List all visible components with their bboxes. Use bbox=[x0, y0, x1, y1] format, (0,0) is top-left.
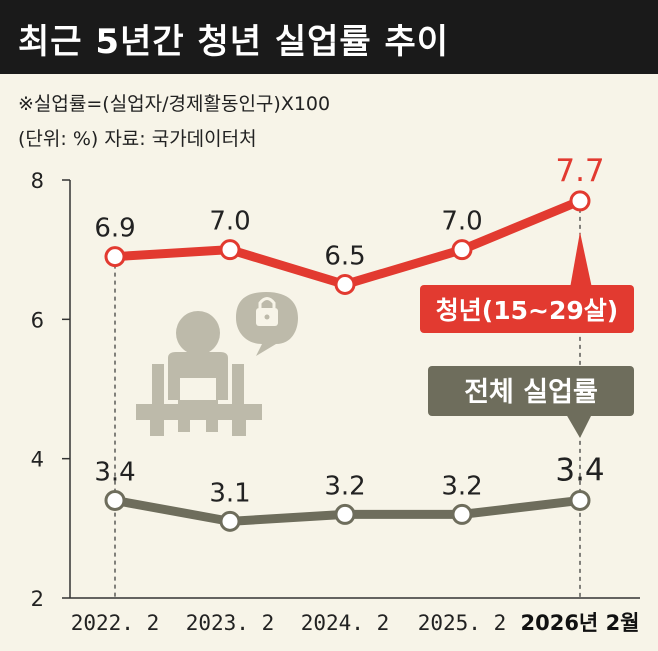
youth-value-label: 6.9 bbox=[94, 214, 135, 244]
youth-value-label: 7.7 bbox=[555, 153, 604, 189]
total-data-point bbox=[334, 503, 356, 525]
total-value-label: 3.4 bbox=[555, 452, 604, 488]
y-tick-label: 8 bbox=[31, 169, 44, 193]
youth-value-label: 7.0 bbox=[441, 207, 482, 237]
chart-title: 최근 5년간 청년 실업률 추이 bbox=[18, 22, 450, 62]
y-tick-label: 4 bbox=[31, 448, 44, 472]
total-value-label: 3.4 bbox=[94, 457, 135, 487]
unit-source-note: (단위: %) 자료: 국가데이터처 bbox=[18, 128, 257, 150]
youth-legend-label: 청년(15~29살) bbox=[436, 296, 618, 325]
total-callout-pointer bbox=[566, 414, 592, 438]
total-data-point bbox=[451, 503, 473, 525]
y-tick-label: 6 bbox=[31, 308, 44, 332]
total-data-point bbox=[569, 489, 591, 511]
person-sitting-icon bbox=[136, 311, 262, 436]
youth-callout-pointer bbox=[570, 232, 592, 288]
x-tick-label: 2024. 2 bbox=[301, 611, 390, 635]
total-value-label: 3.2 bbox=[441, 471, 482, 501]
total-data-point bbox=[219, 510, 241, 532]
x-tick-label: 2023. 2 bbox=[186, 611, 275, 635]
total-legend-box bbox=[428, 366, 634, 416]
x-tick-label: 2022. 2 bbox=[71, 611, 160, 635]
youth-data-point bbox=[104, 246, 126, 268]
total-legend-label: 전체 실업률 bbox=[464, 377, 598, 408]
total-data-point bbox=[104, 489, 126, 511]
youth-value-label: 7.0 bbox=[209, 207, 250, 237]
youth-data-point bbox=[219, 239, 241, 261]
formula-note: ※실업률=(실업자/경제활동인구)X100 bbox=[18, 93, 331, 115]
youth-data-point bbox=[334, 274, 356, 295]
speech-bubble-lock-icon bbox=[236, 292, 298, 356]
x-tick-label: 2026년 2월 bbox=[520, 611, 639, 635]
youth-data-point bbox=[451, 239, 473, 261]
youth-legend-callout: 청년(15~29살) bbox=[420, 232, 634, 333]
total-value-label: 3.1 bbox=[209, 478, 250, 508]
y-tick-label: 2 bbox=[31, 587, 44, 611]
x-tick-label: 2025. 2 bbox=[418, 611, 507, 635]
total-value-label: 3.2 bbox=[324, 471, 365, 501]
title-bar: 최근 5년간 청년 실업률 추이 bbox=[0, 0, 658, 74]
youth-data-point bbox=[569, 190, 591, 212]
youth-legend-box bbox=[420, 285, 634, 333]
youth-value-label: 6.5 bbox=[324, 242, 365, 272]
total-legend-callout: 전체 실업률 bbox=[428, 366, 634, 438]
